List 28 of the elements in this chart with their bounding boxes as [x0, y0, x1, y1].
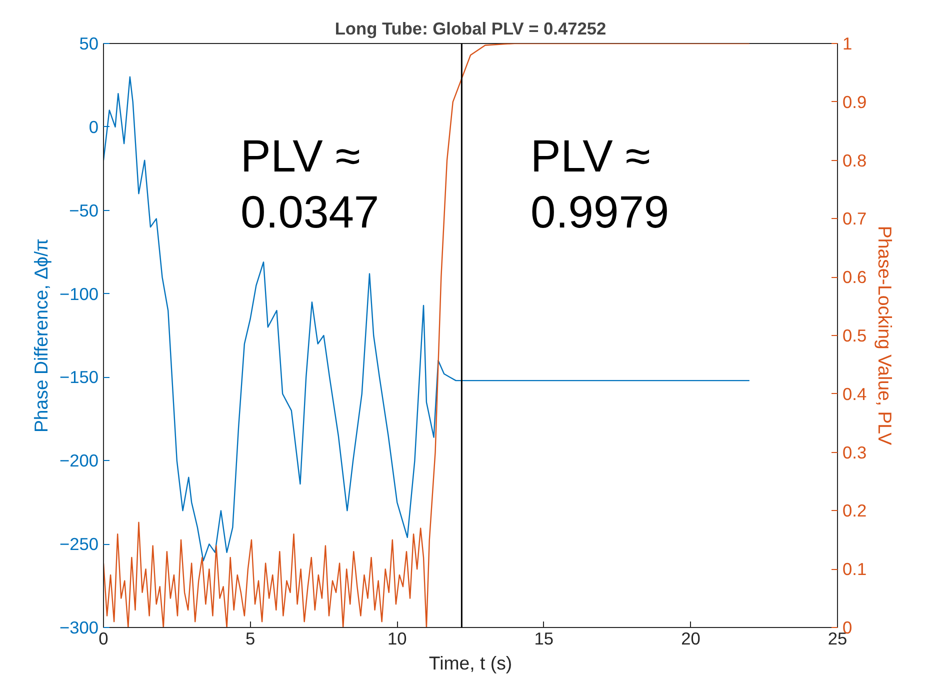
- annotation: PLV ≈ 0.0347: [240, 130, 380, 238]
- y2-tick-label: 0.9: [842, 92, 867, 112]
- y2-axis-title: Phase-Locking Value, PLV: [874, 226, 896, 446]
- y-tick-label: −200: [59, 450, 98, 471]
- x-tick-label: 15: [534, 628, 554, 648]
- y2-tick-label: 0.7: [842, 208, 867, 229]
- x-tick-label: 10: [387, 628, 407, 648]
- y2-tick-label: 1: [842, 34, 852, 54]
- x-axis-title: Time, t (s): [428, 652, 512, 674]
- y2-tick-label: 0.6: [842, 267, 867, 288]
- annotation: PLV ≈ 0.9979: [530, 130, 670, 238]
- y2-tick-label: 0.8: [842, 150, 867, 170]
- x-tick-label: 5: [245, 628, 256, 648]
- y2-tick-label: 0.4: [842, 384, 867, 404]
- y2-tick-label: 0.2: [842, 500, 867, 521]
- y-tick-label: 50: [79, 34, 99, 54]
- y-tick-label: −250: [59, 534, 98, 554]
- y-tick-label: 0: [88, 116, 99, 137]
- y-axis-title: Phase Difference, Δϕ/π: [30, 238, 52, 433]
- y-tick-label: −150: [59, 367, 98, 388]
- y2-tick-label: 0.5: [842, 326, 867, 346]
- x-tick-label: 20: [681, 628, 700, 648]
- y2-tick-label: 0.3: [842, 442, 867, 462]
- chart-title: Long Tube: Global PLV = 0.47252: [334, 18, 606, 38]
- y-tick-label: −50: [69, 200, 99, 220]
- y-tick-label: −100: [59, 284, 98, 304]
- y-tick-label: −300: [59, 618, 98, 638]
- y2-tick-label: 0.1: [842, 559, 867, 580]
